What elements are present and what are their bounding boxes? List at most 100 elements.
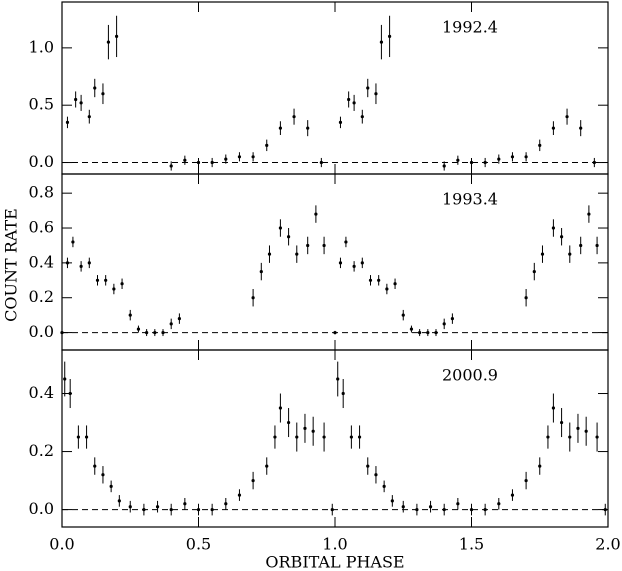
data-point bbox=[368, 278, 373, 282]
data-point bbox=[338, 261, 343, 265]
data-point bbox=[551, 406, 556, 410]
data-point bbox=[109, 484, 113, 488]
data-point bbox=[265, 143, 269, 147]
data-point bbox=[210, 507, 214, 512]
data-point bbox=[366, 464, 370, 468]
data-point bbox=[360, 115, 364, 119]
data-point bbox=[469, 507, 474, 512]
y-tick-label: 1.0 bbox=[29, 37, 54, 56]
data-point bbox=[352, 101, 356, 105]
x-axis-label: ORBITAL PHASE bbox=[265, 553, 404, 571]
annotation: 1993.4 bbox=[442, 190, 498, 209]
data-point bbox=[587, 212, 591, 216]
data-point bbox=[117, 499, 121, 503]
data-point bbox=[306, 243, 310, 248]
data-point bbox=[106, 40, 111, 44]
data-point bbox=[579, 243, 583, 248]
data-point bbox=[306, 126, 310, 130]
panel-frame bbox=[61, 1, 609, 175]
x-tick-label: 0.0 bbox=[49, 535, 74, 554]
data-point bbox=[68, 391, 72, 396]
data-point bbox=[65, 120, 70, 124]
data-point bbox=[183, 502, 187, 506]
data-point bbox=[115, 34, 119, 39]
data-point bbox=[434, 330, 438, 335]
data-point bbox=[60, 330, 64, 335]
data-point bbox=[65, 261, 70, 265]
data-point bbox=[538, 143, 542, 147]
data-point bbox=[551, 226, 556, 230]
y-tick-label: 0.0 bbox=[29, 152, 54, 171]
data-point bbox=[251, 478, 255, 483]
data-point bbox=[524, 478, 528, 483]
data-point bbox=[177, 317, 181, 321]
data-point bbox=[322, 243, 326, 248]
data-point bbox=[155, 505, 160, 509]
data-point bbox=[497, 157, 501, 161]
panel-frame bbox=[61, 349, 609, 528]
data-point bbox=[456, 502, 460, 506]
y-axis-label: COUNT RATE bbox=[2, 208, 21, 322]
data-point bbox=[540, 252, 545, 256]
panel-frame bbox=[61, 173, 609, 351]
data-point bbox=[112, 287, 116, 291]
data-point bbox=[584, 429, 588, 433]
data-point bbox=[374, 473, 378, 477]
y-tick-label: 0.4 bbox=[29, 252, 54, 271]
data-point bbox=[415, 507, 419, 512]
data-point bbox=[510, 493, 515, 497]
data-point bbox=[79, 264, 83, 268]
data-point bbox=[344, 240, 348, 244]
data-point bbox=[169, 507, 173, 512]
data-point bbox=[382, 484, 386, 488]
data-point bbox=[322, 435, 326, 439]
data-point bbox=[418, 330, 422, 335]
data-point bbox=[333, 330, 337, 335]
data-point bbox=[224, 502, 228, 506]
data-point bbox=[145, 330, 149, 335]
data-point bbox=[357, 435, 362, 439]
data-point bbox=[286, 420, 291, 425]
data-point bbox=[267, 252, 272, 256]
data-point bbox=[196, 160, 201, 165]
data-point bbox=[595, 435, 599, 439]
data-point bbox=[101, 92, 105, 96]
data-point bbox=[546, 435, 550, 439]
data-point bbox=[456, 158, 460, 162]
data-point bbox=[210, 160, 214, 165]
data-point bbox=[483, 507, 487, 512]
data-point bbox=[401, 313, 405, 317]
data-point bbox=[319, 160, 323, 165]
data-point bbox=[311, 429, 315, 433]
data-point bbox=[349, 435, 353, 439]
data-point bbox=[450, 317, 454, 321]
data-point bbox=[314, 212, 318, 216]
data-point bbox=[379, 40, 384, 44]
data-point bbox=[390, 499, 394, 503]
data-point bbox=[142, 507, 146, 512]
annotation: 1992.4 bbox=[442, 18, 498, 37]
data-point bbox=[366, 86, 370, 90]
y-tick-label: 0.2 bbox=[29, 441, 54, 460]
y-tick-label: 0.0 bbox=[29, 322, 54, 341]
data-point bbox=[442, 164, 446, 168]
y-tick-label: 0.6 bbox=[29, 218, 54, 237]
data-point bbox=[120, 282, 124, 286]
data-point bbox=[259, 269, 263, 274]
data-point bbox=[532, 269, 536, 274]
data-point bbox=[265, 464, 269, 468]
data-point bbox=[551, 126, 556, 130]
data-point bbox=[341, 391, 345, 396]
annotation: 2000.9 bbox=[442, 366, 498, 385]
data-point bbox=[401, 505, 405, 509]
data-point bbox=[169, 322, 173, 326]
data-point bbox=[565, 115, 569, 119]
data-point bbox=[237, 155, 242, 159]
data-point bbox=[295, 435, 299, 439]
data-point bbox=[374, 92, 378, 96]
data-point bbox=[538, 464, 542, 468]
data-point bbox=[385, 287, 389, 291]
data-point bbox=[93, 464, 97, 468]
data-point bbox=[442, 507, 446, 512]
x-tick-label: 1.0 bbox=[322, 535, 347, 554]
